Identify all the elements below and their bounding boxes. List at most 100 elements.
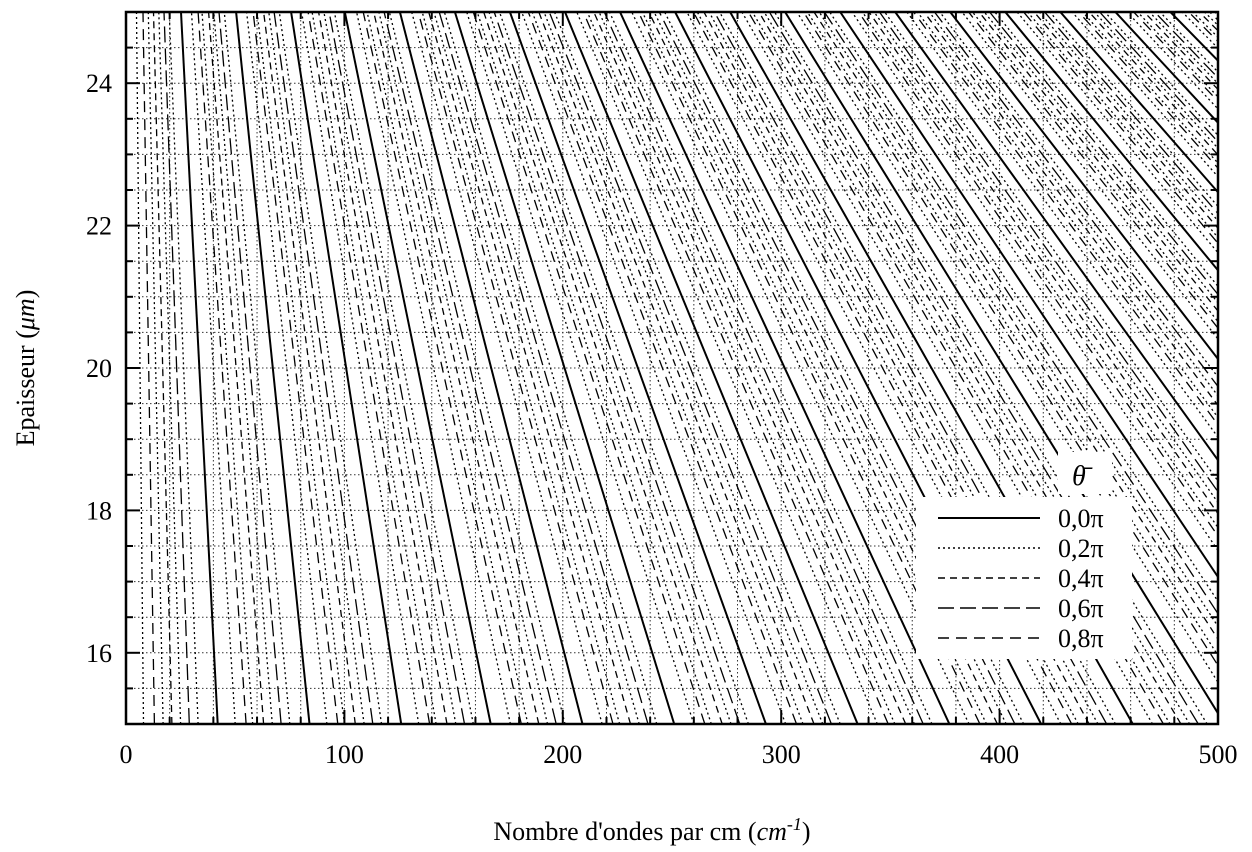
series-line-1: [939, 12, 1218, 379]
series-line-1: [521, 12, 787, 724]
series-line-0: [564, 12, 859, 724]
x-axis-title: Nombre d'ondes par cm (cm-1): [493, 814, 810, 846]
y-tick-label: 20: [86, 354, 112, 383]
series-line-1: [763, 12, 1191, 724]
series-line-1: [388, 12, 566, 724]
series-line-3: [548, 12, 833, 724]
series-line-2: [538, 12, 815, 724]
series-line-3: [273, 12, 374, 724]
series-line-0: [453, 12, 676, 724]
series-line-0: [398, 12, 584, 724]
legend-label: 0,8π: [1058, 624, 1104, 653]
series-line-2: [317, 12, 448, 724]
series-line-1: [223, 12, 291, 724]
series-line-0: [949, 12, 1218, 361]
series-line-1: [443, 12, 658, 724]
series-line-1: [608, 12, 933, 724]
series-line-1: [818, 12, 1218, 628]
series-line-1: [884, 12, 1218, 483]
series-line-2: [373, 12, 540, 724]
series-line-0: [784, 12, 1218, 716]
y-tick-label: 24: [86, 69, 112, 98]
series-line-1: [300, 12, 420, 724]
series-line-3: [163, 12, 190, 724]
series-line-3: [1099, 12, 1218, 143]
series-line-1: [829, 12, 1218, 603]
x-tick-label: 400: [980, 740, 1019, 769]
series-line-1: [323, 12, 457, 724]
x-axis-unit: cm: [757, 817, 787, 846]
series-line-0: [1004, 12, 1218, 272]
series-line-1: [366, 12, 529, 724]
y-tick-label: 16: [86, 639, 112, 668]
legend-title-box: [1058, 452, 1112, 494]
x-tick-label: 100: [325, 740, 364, 769]
series-line-4: [527, 12, 798, 724]
legend-label: 0,2π: [1058, 534, 1104, 563]
series-line-0: [619, 12, 951, 724]
x-tick-label: 300: [762, 740, 801, 769]
series-line-4: [197, 12, 247, 724]
series-line-1: [653, 12, 1007, 724]
series-line-4: [913, 12, 1218, 426]
x-tick-label: 500: [1199, 740, 1238, 769]
series-line-1: [861, 12, 1218, 529]
series-line-1: [774, 12, 1208, 724]
series-line-2: [868, 12, 1218, 515]
series-line-2: [152, 12, 173, 724]
series-line-1: [158, 12, 182, 724]
y-axis-title-main: Epaisseur: [11, 345, 40, 446]
series-line-3: [438, 12, 649, 724]
legend-label: 0,4π: [1058, 564, 1104, 593]
tick-labels: 0 100 200 300 400 500 16 18 20 22 24: [86, 69, 1238, 769]
series-line-0: [290, 12, 403, 724]
series-line-0: [1059, 12, 1218, 194]
y-tick-label: 18: [86, 496, 112, 525]
series-line-2: [428, 12, 632, 724]
series-line-1: [983, 12, 1218, 304]
series-line-1: [421, 12, 621, 724]
x-tick-label: 200: [543, 740, 582, 769]
series-line-4: [582, 12, 889, 724]
series-line-4: [1023, 12, 1218, 245]
series-line-1: [806, 12, 1218, 657]
series-line-1: [190, 12, 236, 724]
series-line-1: [201, 12, 254, 724]
series-line-1: [1027, 12, 1218, 239]
y-tick-label: 22: [86, 212, 112, 241]
y-axis-unit: μm: [11, 298, 40, 331]
series-line-3: [328, 12, 466, 724]
series-line-1: [851, 12, 1218, 552]
series-line-4: [747, 12, 1164, 724]
series-line-1: [586, 12, 896, 724]
legend-entries: 0,0π0,2π0,4π0,6π0,8π: [938, 504, 1104, 653]
legend-label: 0,6π: [1058, 594, 1104, 623]
series-line-2: [923, 12, 1218, 407]
series-line-2: [593, 12, 907, 724]
series-line-1: [1093, 12, 1218, 150]
series-line-1: [147, 12, 164, 724]
series-line-3: [823, 12, 1218, 615]
series-line-3: [878, 12, 1218, 493]
series-line-0: [839, 12, 1218, 579]
series-line-1: [433, 12, 640, 724]
series-line-2: [1088, 12, 1218, 156]
series-line-0: [508, 12, 767, 724]
series-line-0: [1225, 12, 1252, 724]
series-line-1: [378, 12, 549, 724]
series-line-3: [218, 12, 282, 724]
legend-label: 0,0π: [1058, 504, 1104, 533]
series-line-1: [686, 12, 1062, 724]
series-line-1: [928, 12, 1218, 397]
series-line-1: [531, 12, 804, 724]
plot-frame: [124, 10, 1220, 726]
series-line-3: [989, 12, 1218, 296]
series-line-1: [488, 12, 732, 724]
series-lines: [135, 12, 1252, 724]
legend: θ̄ 0,0π0,2π0,4π0,6π0,8π: [916, 452, 1132, 659]
series-line-1: [355, 12, 512, 724]
series-line-1: [576, 12, 878, 724]
series-line-4: [142, 12, 156, 724]
series-line-4: [1078, 12, 1218, 170]
